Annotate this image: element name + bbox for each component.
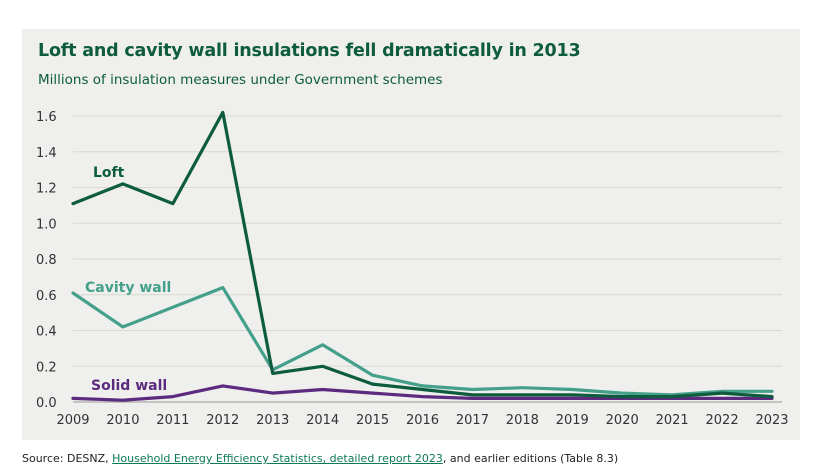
chart-title: Loft and cavity wall insulations fell dr… — [38, 41, 581, 61]
x-tick-label: 2015 — [356, 413, 389, 428]
y-tick-label: 1.4 — [36, 146, 57, 161]
x-tick-label: 2011 — [156, 413, 189, 428]
y-tick-label: 0.6 — [36, 289, 57, 304]
x-tick-label: 2022 — [706, 413, 739, 428]
series-line-cavity — [71, 286, 774, 397]
x-tick-label: 2019 — [556, 413, 589, 428]
y-tick-label: 1.0 — [36, 217, 57, 232]
y-tick-label: 0.2 — [36, 360, 57, 375]
x-tick-label: 2018 — [506, 413, 539, 428]
y-tick-label: 0.4 — [36, 325, 57, 340]
chart-subtitle: Millions of insulation measures under Go… — [38, 72, 443, 88]
x-tick-label: 2010 — [106, 413, 139, 428]
y-tick-label: 1.6 — [36, 110, 57, 125]
x-tick-label: 2021 — [656, 413, 689, 428]
source-link[interactable]: Household Energy Efficiency Statistics, … — [112, 452, 443, 465]
source-prefix: Source: DESNZ, — [22, 452, 113, 465]
series-label-solid: Solid wall — [91, 378, 167, 394]
x-tick-label: 2013 — [256, 413, 289, 428]
source-suffix: , and earlier editions (Table 8.3) — [442, 452, 619, 465]
x-tick-label: 2016 — [406, 413, 439, 428]
x-tick-label: 2009 — [56, 413, 89, 428]
x-tick-label: 2023 — [755, 413, 788, 428]
source-note: Source: DESNZ, Household Energy Efficien… — [22, 452, 618, 465]
x-tick-label: 2012 — [206, 413, 239, 428]
chart-panel — [22, 29, 800, 440]
series-label-cavity: Cavity wall — [85, 280, 171, 296]
y-tick-label: 1.2 — [36, 182, 57, 197]
x-tick-label: 2017 — [456, 413, 489, 428]
x-tick-label: 2020 — [606, 413, 639, 428]
series-line-solid — [71, 384, 774, 402]
series-label-loft: Loft — [93, 165, 125, 181]
series-line-loft — [71, 110, 774, 399]
x-tick-label: 2014 — [306, 413, 339, 428]
y-tick-label: 0.8 — [36, 253, 57, 268]
y-tick-label: 0.0 — [36, 396, 57, 411]
